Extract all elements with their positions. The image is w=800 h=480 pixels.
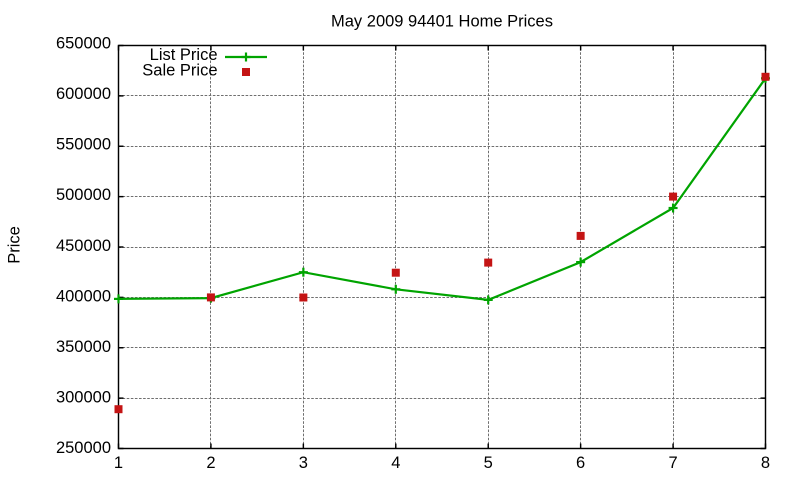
svg-text:8: 8 bbox=[761, 454, 770, 472]
svg-text:6: 6 bbox=[576, 454, 585, 472]
svg-text:4: 4 bbox=[391, 454, 400, 472]
svg-text:250000: 250000 bbox=[56, 439, 111, 457]
svg-text:450000: 450000 bbox=[56, 237, 111, 255]
svg-text:1: 1 bbox=[114, 454, 123, 472]
svg-text:500000: 500000 bbox=[56, 186, 111, 204]
svg-text:300000: 300000 bbox=[56, 388, 111, 406]
svg-text:600000: 600000 bbox=[56, 85, 111, 103]
svg-text:650000: 650000 bbox=[56, 35, 111, 53]
svg-text:List Price: List Price bbox=[150, 46, 218, 64]
svg-text:2: 2 bbox=[206, 454, 215, 472]
svg-text:550000: 550000 bbox=[56, 136, 111, 154]
svg-text:7: 7 bbox=[668, 454, 677, 472]
svg-text:May 2009 94401 Home Prices: May 2009 94401 Home Prices bbox=[331, 13, 553, 31]
svg-text:Sale Price: Sale Price bbox=[142, 62, 217, 80]
svg-text:5: 5 bbox=[484, 454, 493, 472]
svg-text:3: 3 bbox=[299, 454, 308, 472]
svg-text:350000: 350000 bbox=[56, 338, 111, 356]
svg-text:Price: Price bbox=[6, 226, 24, 264]
svg-text:400000: 400000 bbox=[56, 287, 111, 305]
